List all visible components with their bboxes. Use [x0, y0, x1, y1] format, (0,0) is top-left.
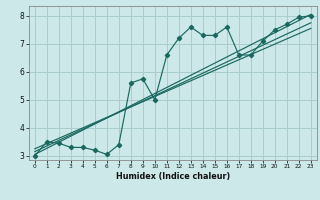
- X-axis label: Humidex (Indice chaleur): Humidex (Indice chaleur): [116, 172, 230, 181]
